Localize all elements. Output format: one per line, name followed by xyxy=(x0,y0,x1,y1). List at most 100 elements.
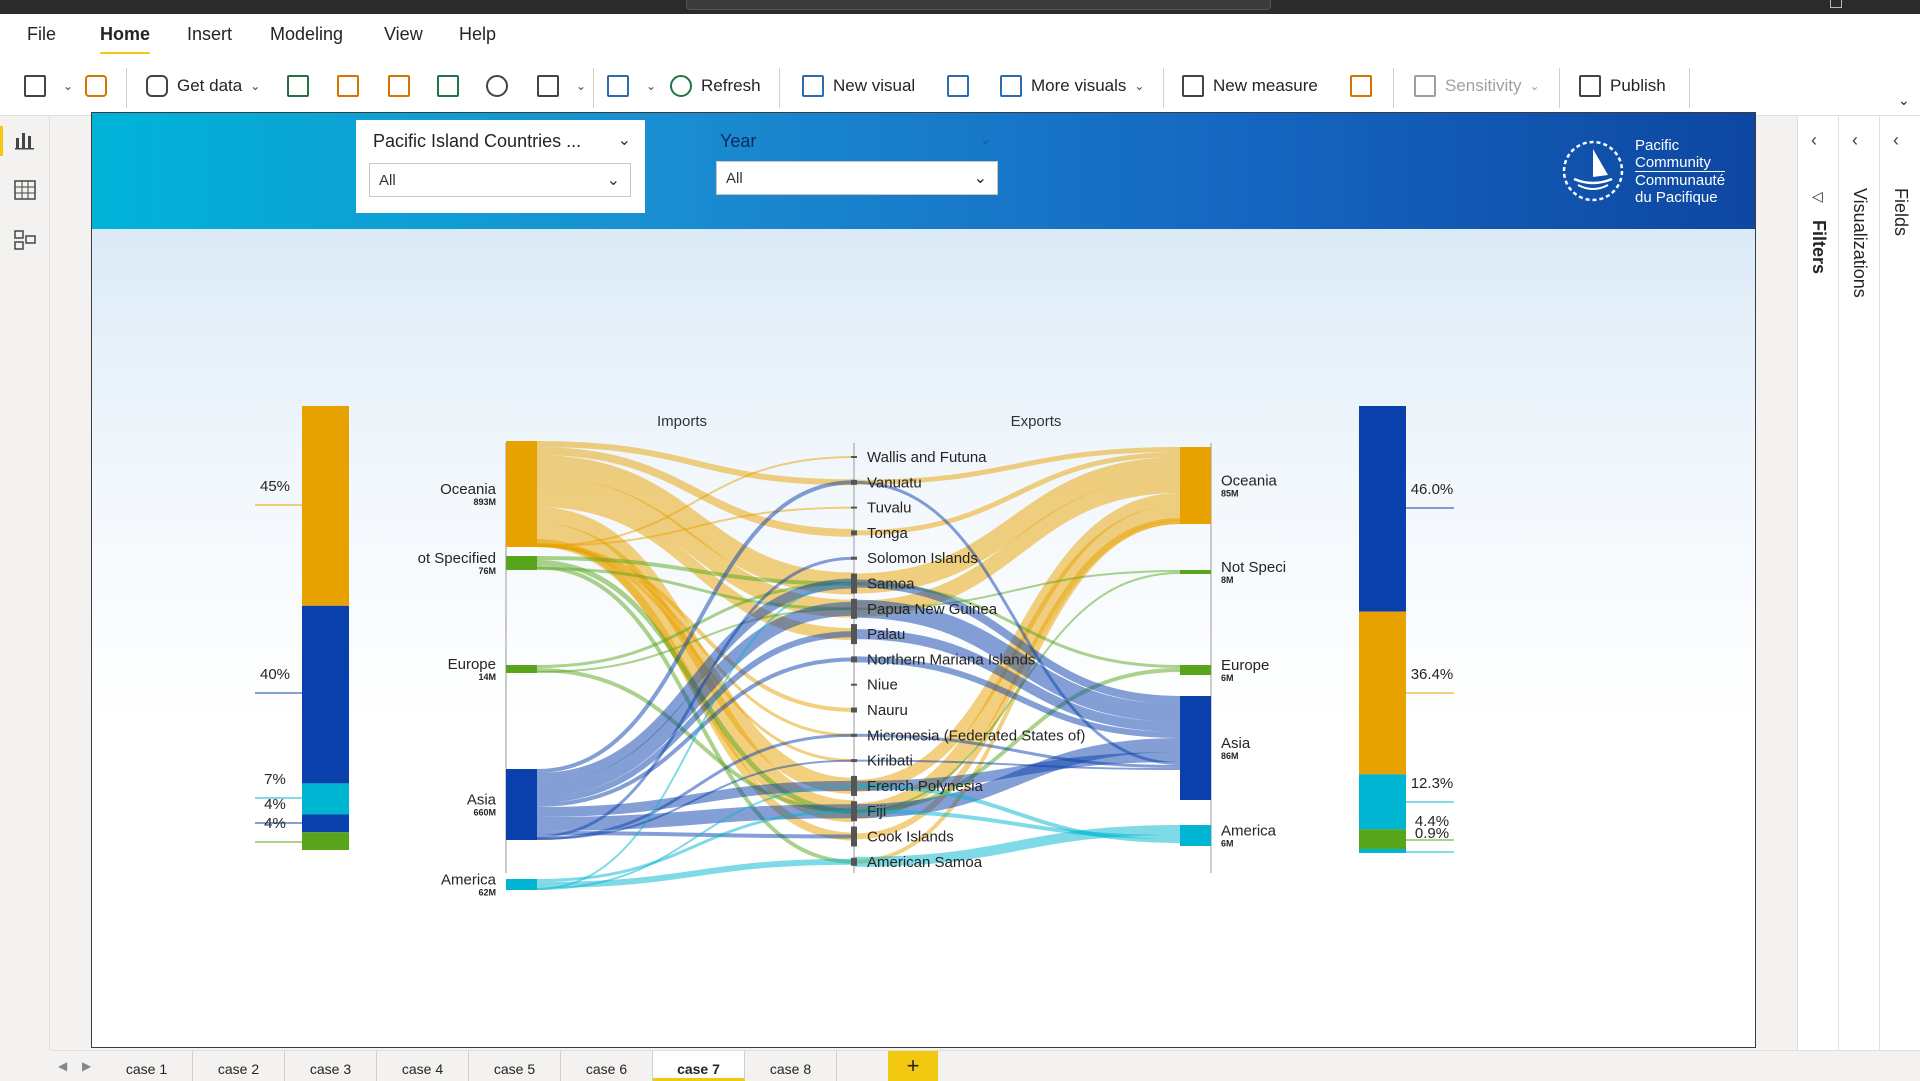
import-node-ot-specified[interactable] xyxy=(506,556,537,570)
import-node-europe[interactable] xyxy=(506,665,537,673)
visualizations-pane[interactable]: ‹ Visualizations xyxy=(1838,116,1879,1050)
format-painter-button[interactable] xyxy=(85,70,116,102)
refresh-button[interactable]: Refresh xyxy=(670,70,761,102)
table-view-icon[interactable] xyxy=(13,178,37,202)
model-view-icon[interactable] xyxy=(13,228,37,252)
country-node[interactable] xyxy=(851,683,857,686)
exports-share-segment[interactable] xyxy=(1359,774,1406,830)
excel-button[interactable] xyxy=(287,70,318,102)
exports-share-segment[interactable] xyxy=(1359,848,1406,853)
chevron-down-icon[interactable]: ⌄ xyxy=(617,132,631,149)
tab-case-7[interactable]: case 7 xyxy=(653,1051,745,1081)
new-visual-button[interactable]: New visual xyxy=(802,70,915,102)
sql-server-button[interactable] xyxy=(388,70,419,102)
filters-pane[interactable]: ‹ ◁ Filters xyxy=(1797,116,1838,1050)
imports-share-segment[interactable] xyxy=(302,783,349,815)
tab-case-5[interactable]: case 5 xyxy=(469,1051,561,1081)
imports-share-segment[interactable] xyxy=(302,814,349,833)
import-node-asia[interactable] xyxy=(506,769,537,840)
menu-home[interactable]: Home xyxy=(100,24,151,44)
new-measure-button[interactable]: New measure xyxy=(1182,70,1318,102)
chevron-left-icon[interactable]: ‹ xyxy=(1811,130,1817,150)
report-canvas[interactable]: Pacific Island Countries ... ⌄ All ⌄ Yea… xyxy=(91,112,1756,1048)
export-node-oceania[interactable] xyxy=(1180,447,1211,524)
filter-icon: ◁ xyxy=(1812,188,1823,204)
search-box[interactable] xyxy=(686,0,1271,10)
imports-share-segment[interactable] xyxy=(302,832,349,850)
country-node[interactable] xyxy=(851,656,857,663)
country-node[interactable] xyxy=(851,456,857,458)
menu-modeling[interactable]: Modeling xyxy=(270,24,344,44)
tab-case-2[interactable]: case 2 xyxy=(193,1051,285,1081)
chevron-down-icon[interactable]: ⌄ xyxy=(979,131,993,148)
import-region-label: Asia xyxy=(467,792,497,809)
ribbon-separator xyxy=(1689,68,1690,108)
country-node[interactable] xyxy=(851,479,857,485)
restore-icon[interactable] xyxy=(1830,0,1842,8)
enter-data-button[interactable] xyxy=(437,70,468,102)
country-node[interactable] xyxy=(851,801,857,822)
data-hub-button[interactable] xyxy=(337,70,368,102)
country-node[interactable] xyxy=(851,775,857,796)
add-page-button[interactable]: + xyxy=(888,1051,938,1081)
exports-share-segment[interactable] xyxy=(1359,406,1406,612)
year-dropdown[interactable]: All ⌄ xyxy=(716,161,998,195)
country-label: Micronesia (Federated States of) xyxy=(867,727,1085,744)
exports-share-segment[interactable] xyxy=(1359,611,1406,775)
imports-share-segment[interactable] xyxy=(302,605,349,784)
tab-case-3[interactable]: case 3 xyxy=(285,1051,377,1081)
export-node-europe[interactable] xyxy=(1180,665,1211,675)
import-node-oceania[interactable] xyxy=(506,441,537,547)
menu-help[interactable]: Help xyxy=(459,24,497,44)
fields-pane[interactable]: ‹ Fields xyxy=(1879,116,1920,1050)
tab-scroll-left-icon[interactable]: ◀ xyxy=(58,1059,68,1073)
export-node-america[interactable] xyxy=(1180,825,1211,846)
recent-sources-button[interactable]: ⌄ xyxy=(537,70,586,102)
country-node[interactable] xyxy=(851,624,857,645)
dataverse-button[interactable] xyxy=(486,70,517,102)
chevron-left-icon[interactable]: ‹ xyxy=(1852,130,1858,150)
tab-case-6[interactable]: case 6 xyxy=(561,1051,653,1081)
export-region-value: 85M xyxy=(1221,489,1239,499)
country-node[interactable] xyxy=(851,598,857,619)
paste-button[interactable]: ⌄ xyxy=(24,70,73,102)
country-node[interactable] xyxy=(851,707,857,713)
country-node[interactable] xyxy=(851,573,857,594)
tab-case-4[interactable]: case 4 xyxy=(377,1051,469,1081)
imports-share-segment[interactable] xyxy=(302,406,349,606)
exports-share-label: 36.4% xyxy=(1411,666,1454,683)
sensitivity-button[interactable]: Sensitivity ⌄ xyxy=(1414,70,1540,102)
tab-scroll-right-icon[interactable]: ▶ xyxy=(82,1059,92,1073)
country-node[interactable] xyxy=(851,506,857,509)
quick-measure-button[interactable] xyxy=(1350,70,1381,102)
country-node[interactable] xyxy=(851,759,857,763)
menu-file[interactable]: File xyxy=(27,24,57,44)
country-node[interactable] xyxy=(851,556,857,560)
export-node-not-speci[interactable] xyxy=(1180,570,1211,574)
text-box-button[interactable] xyxy=(947,70,978,102)
country-node[interactable] xyxy=(851,857,857,866)
country-node[interactable] xyxy=(851,733,857,737)
export-flow xyxy=(853,452,1181,536)
tab-case-1[interactable]: case 1 xyxy=(101,1051,193,1081)
get-data-button[interactable]: Get data ⌄ xyxy=(146,70,260,102)
tab-case-8[interactable]: case 8 xyxy=(745,1051,837,1081)
more-visuals-button[interactable]: More visuals ⌄ xyxy=(1000,70,1144,102)
import-node-america[interactable] xyxy=(506,879,537,890)
country-slicer[interactable]: Pacific Island Countries ... ⌄ All ⌄ xyxy=(356,120,645,213)
export-node-asia[interactable] xyxy=(1180,696,1211,800)
collapse-ribbon-button[interactable]: ⌄ xyxy=(1898,91,1910,108)
transform-data-button[interactable]: ⌄ xyxy=(607,70,656,102)
country-node[interactable] xyxy=(851,826,857,847)
country-node[interactable] xyxy=(851,530,857,536)
menu-insert[interactable]: Insert xyxy=(187,24,233,44)
chevron-down-icon: ⌄ xyxy=(63,79,74,93)
country-dropdown[interactable]: All ⌄ xyxy=(369,163,631,197)
chevron-left-icon[interactable]: ‹ xyxy=(1893,130,1899,150)
import-flow xyxy=(536,733,855,840)
publish-button[interactable]: Publish xyxy=(1579,70,1666,102)
menu-view[interactable]: View xyxy=(384,24,423,44)
report-view-icon[interactable] xyxy=(13,128,37,152)
exports-share-segment[interactable] xyxy=(1359,829,1406,849)
